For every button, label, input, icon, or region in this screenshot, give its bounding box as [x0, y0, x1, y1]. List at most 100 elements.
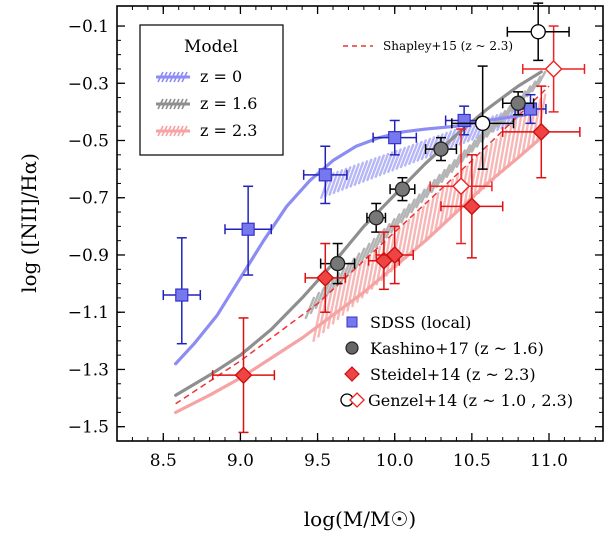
band-hatch-1 [435, 168, 446, 189]
data-point [544, 59, 563, 78]
band-hatch-0 [382, 151, 394, 175]
band-hatch-2 [414, 205, 425, 251]
shapley-line [175, 85, 550, 405]
data-point [329, 255, 346, 272]
band-hatch-2 [419, 201, 430, 247]
data-point [523, 102, 538, 116]
data-point [433, 141, 449, 157]
data-legend-label: Kashino+17 (z ~ 1.6) [370, 339, 544, 358]
band-hatch-2 [312, 299, 323, 343]
band-hatch-1 [536, 70, 547, 88]
band-hatch-2 [429, 192, 440, 238]
y-tick-label: −1.5 [68, 418, 109, 438]
band-hatch-1 [470, 134, 482, 153]
x-axis-title: log(M/M☉) [304, 507, 416, 531]
band-hatch-1 [415, 188, 426, 209]
band-hatch-2 [370, 245, 382, 290]
band-hatch-0 [399, 145, 411, 169]
data-point [452, 177, 471, 196]
band-hatch-0 [424, 136, 436, 159]
data-point [175, 288, 189, 302]
band-hatch-2 [331, 281, 343, 325]
band-hatch-1 [365, 237, 376, 259]
band-hatch-1 [465, 139, 477, 158]
band-hatch-0 [336, 167, 348, 193]
data-point [318, 168, 332, 182]
band-hatch-1 [450, 154, 461, 174]
y-tick-label: −1.1 [68, 303, 109, 323]
band-hatch-1 [395, 208, 406, 229]
data-point [394, 181, 411, 197]
shapley-legend-label: Shapley+15 (z ~ 2.3) [383, 39, 513, 53]
band-hatch-1 [430, 173, 441, 194]
y-tick-label: −0.3 [68, 74, 109, 94]
y-tick-label: −0.9 [68, 246, 109, 266]
band-hatch-1 [385, 218, 396, 239]
x-tick-label: 9.5 [304, 451, 331, 471]
data-legend-marker-diamond [349, 392, 365, 408]
band-hatch-2 [477, 147, 489, 194]
band-hatch-1 [420, 183, 431, 204]
band-hatch-1 [354, 247, 366, 269]
model-curve-0 [174, 113, 528, 366]
band-hatch-0 [345, 164, 356, 190]
band-hatch-2 [511, 115, 523, 164]
x-tick-label: 8.5 [150, 451, 177, 471]
band-hatch-1 [344, 257, 356, 279]
band-hatch-2 [463, 160, 474, 208]
band-hatch-1 [304, 296, 316, 320]
band-hatch-0 [391, 148, 402, 172]
band-hatch-2 [424, 196, 435, 242]
data-point [475, 115, 491, 131]
band-hatch-2 [492, 133, 503, 181]
axis-ticks: 8.5 9.0 9.5 10.0 10.5 11.0 −0.1 −0.3 −0.5 −0.7 −0.… [68, 6, 603, 471]
model-legend-label: z = 1.6 [200, 94, 257, 113]
data-point [234, 366, 253, 385]
model-uncertainty-bands [304, 70, 547, 343]
band-hatch-0 [353, 161, 365, 187]
data-point [316, 268, 335, 287]
data-point [510, 95, 526, 111]
band-hatch-0 [416, 139, 427, 162]
band-hatch-1 [400, 203, 411, 224]
band-hatch-2 [326, 286, 338, 329]
band-hatch-0 [412, 140, 423, 164]
y-axis-title: log ([NII]/Hα) [17, 153, 41, 293]
band-hatch-2 [482, 142, 493, 190]
data-legend-label: Steidel+14 (z ~ 2.3) [370, 365, 536, 384]
data-markers [162, 2, 586, 434]
band-hatch-2 [472, 151, 484, 199]
data-point [388, 131, 402, 145]
band-hatch-1 [324, 277, 336, 299]
band-hatch-0 [370, 155, 381, 180]
data-legend-marker [344, 366, 360, 382]
x-tick-label: 10.0 [376, 451, 414, 471]
data-point [462, 197, 481, 216]
band-hatch-0 [403, 143, 415, 167]
plot-frame [116, 5, 604, 442]
band-hatch-0 [349, 163, 360, 188]
model-legend-box [139, 24, 284, 156]
band-hatch-2 [521, 106, 532, 155]
data-legend: SDSS (local) Kashino+17 (z ~ 1.6) Steidel+… [340, 313, 573, 410]
y-tick-label: −0.5 [68, 132, 109, 152]
band-hatch-2 [516, 111, 528, 160]
band-hatch-2 [443, 178, 455, 225]
x-tick-label: 11.0 [530, 451, 568, 471]
band-hatch-1 [440, 164, 451, 184]
band-hatch-1 [309, 291, 321, 315]
band-hatch-1 [359, 242, 371, 264]
band-hatch-2 [467, 156, 479, 203]
band-hatch-1 [405, 198, 416, 219]
band-hatch-2 [404, 214, 416, 260]
data-point [457, 113, 471, 128]
band-hatch-0 [328, 170, 339, 196]
model-legend-label: z = 0 [200, 67, 242, 86]
band-hatch-2 [502, 124, 513, 173]
x-tick-label: 9.0 [227, 451, 254, 471]
model-legend: Model z = 0 z = 1.6 z = 2.3 [139, 24, 284, 156]
band-hatch-2 [365, 250, 377, 295]
band-hatch-2 [409, 209, 421, 255]
band-hatch-1 [526, 80, 537, 98]
band-hatch-2 [497, 129, 508, 177]
